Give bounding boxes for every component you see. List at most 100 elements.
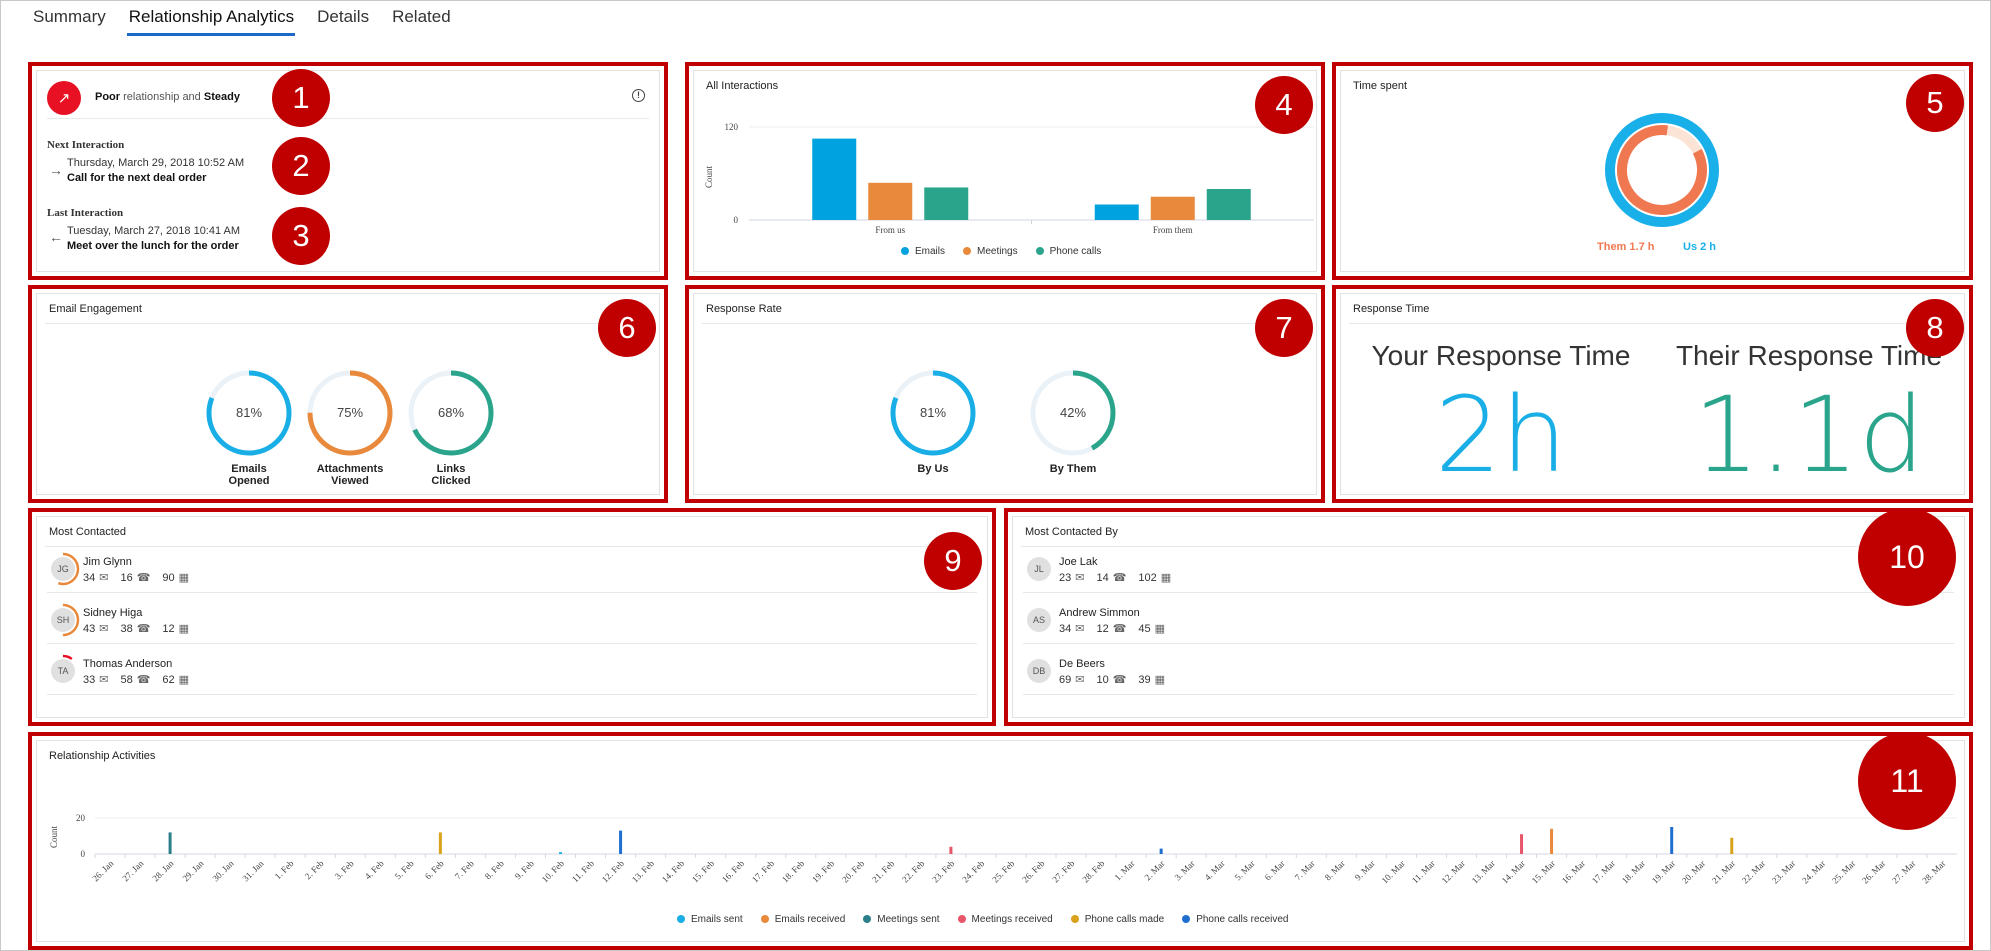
stat-value: 14: [1096, 571, 1109, 584]
activity-bar-emails-sent[interactable]: [559, 852, 562, 854]
x-date-label: 17. Mar: [1590, 858, 1617, 885]
activity-bar-phone-calls-received[interactable]: [1670, 827, 1674, 854]
us-time-label: Us 2 h: [1683, 241, 1717, 253]
x-date-label: 27. Mar: [1890, 858, 1917, 885]
x-date-label: 1. Feb: [273, 858, 296, 881]
bar-phone-calls[interactable]: [1206, 189, 1251, 220]
bar-emails[interactable]: [812, 138, 857, 220]
legend-item[interactable]: Emails sent: [677, 914, 743, 925]
legend-dot: [760, 915, 769, 924]
x-date-label: 27. Feb: [1050, 858, 1077, 885]
callout-badge-7: 7: [1255, 299, 1313, 357]
contact-name[interactable]: Joe Lak: [1059, 556, 1098, 568]
avatar: AS: [1027, 608, 1051, 632]
legend-label: Emails: [915, 246, 946, 257]
stat-value: 39: [1138, 673, 1151, 686]
relationship-health-card: ↗ Poor relationship and Steady ! Next In…: [28, 62, 668, 280]
next-interaction-text[interactable]: Call for the next deal order: [67, 172, 207, 184]
activity-bar-meetings-received[interactable]: [949, 846, 953, 854]
avatar-ring-arc: [46, 603, 80, 637]
x-date-label: 16. Feb: [720, 858, 747, 885]
your-response-time-label: Your Response Time: [1371, 340, 1631, 371]
contact-name[interactable]: Jim Glynn: [83, 556, 132, 568]
calendar-icon: ▦: [178, 572, 190, 584]
response-rate-card: Response Rate 81% By Us 42% By Them 7: [685, 285, 1325, 503]
x-date-label: 30. Jan: [210, 858, 235, 883]
x-date-label: 23. Feb: [930, 858, 957, 885]
tab-relationship-analytics[interactable]: Relationship Analytics: [126, 5, 305, 36]
next-interaction-label: Next Interaction: [47, 139, 125, 151]
x-date-label: 7. Mar: [1293, 858, 1317, 882]
phone-icon: ☎: [136, 572, 151, 584]
legend-item[interactable]: Emails received: [760, 914, 845, 925]
bar-phone-calls[interactable]: [924, 187, 969, 220]
gauge: 81%: [889, 369, 977, 457]
bar-meetings[interactable]: [1150, 196, 1195, 220]
info-icon[interactable]: !: [632, 89, 645, 102]
response-time-card: Response Time Your Response Time 2h Thei…: [1332, 285, 1973, 503]
gauge: 81%: [205, 369, 293, 457]
legend-item[interactable]: Phone calls made: [1070, 914, 1164, 925]
avatar: SH: [51, 608, 75, 632]
gauge-label: Emails Opened: [228, 463, 270, 487]
activity-bar-phone-calls-made[interactable]: [438, 832, 442, 854]
tab-details[interactable]: Details: [317, 7, 370, 26]
contact-name[interactable]: De Beers: [1059, 658, 1105, 670]
contact-row[interactable]: AS Andrew Simmon 34 ✉ 12 ☎ 45 ▦: [1023, 604, 1954, 644]
gauge-percent: 81%: [236, 405, 262, 420]
x-date-label: 17. Feb: [750, 858, 777, 885]
bar-meetings[interactable]: [868, 182, 913, 220]
tab-related[interactable]: Related: [392, 7, 451, 26]
stat-value: 33: [83, 673, 96, 686]
card-title: Most Contacted: [49, 526, 127, 538]
gauge-arc: [1030, 370, 1116, 456]
x-date-label: 26. Feb: [1020, 858, 1047, 885]
calendar-icon: ▦: [1154, 674, 1166, 686]
relationship-health-icon: ↗: [47, 81, 81, 115]
callout-badge-11: 11: [1858, 732, 1956, 830]
gauge-label: Attachments Viewed: [316, 463, 384, 487]
legend-item[interactable]: Meetings received: [957, 914, 1053, 925]
x-category-label: From them: [1153, 225, 1193, 235]
last-interaction-text[interactable]: Meet over the lunch for the order: [67, 240, 239, 252]
stat-value: 43: [83, 622, 96, 635]
gauge: 68%: [407, 369, 495, 457]
activity-bar-phone-calls-received[interactable]: [619, 830, 623, 854]
contact-row[interactable]: TA Thomas Anderson 33 ✉ 58 ☎ 62 ▦: [46, 654, 977, 695]
gauge-label: By Them: [1049, 463, 1097, 475]
activity-bar-meetings-sent[interactable]: [168, 832, 172, 854]
stat-value: 62: [162, 673, 175, 686]
gauge-arc: [206, 370, 292, 456]
x-date-label: 20. Feb: [840, 858, 867, 885]
x-date-label: 3. Feb: [333, 858, 356, 881]
relationship-activities-chart: 20 0 Count 26. Jan 27. Jan 28. Jan 29. Jan 30. …: [49, 813, 1957, 886]
divider: [702, 323, 1308, 324]
legend-item[interactable]: Phone calls received: [1182, 914, 1288, 925]
divider: [45, 546, 979, 547]
contact-name[interactable]: Andrew Simmon: [1059, 607, 1140, 619]
x-date-label: 22. Feb: [900, 858, 927, 885]
activity-bar-phone-calls-made[interactable]: [1730, 837, 1734, 854]
contact-row[interactable]: JL Joe Lak 23 ✉ 14 ☎ 102 ▦: [1023, 553, 1954, 593]
legend-emails: Emails: [901, 246, 945, 257]
tab-summary[interactable]: Summary: [33, 7, 106, 26]
legend-item[interactable]: Meetings sent: [863, 914, 940, 925]
x-date-label: 19. Mar: [1650, 858, 1677, 885]
stat-value: 23: [1059, 571, 1072, 584]
contact-row[interactable]: DB De Beers 69 ✉ 10 ☎ 39 ▦: [1023, 655, 1954, 695]
x-date-label: 28. Feb: [1080, 858, 1107, 885]
contact-stats: 23 ✉ 14 ☎ 102 ▦: [1059, 571, 1179, 585]
gauge-ring: 42%: [1030, 370, 1116, 456]
bar-emails[interactable]: [1094, 204, 1139, 221]
contact-name[interactable]: Sidney Higa: [83, 607, 143, 619]
mail-icon: ✉: [1075, 674, 1085, 686]
contact-row[interactable]: SH Sidney Higa 43 ✉ 38 ☎ 12 ▦: [46, 603, 977, 644]
y-tick-label: 0: [81, 849, 86, 859]
contact-name[interactable]: Thomas Anderson: [83, 658, 173, 670]
activity-bar-emails-received[interactable]: [1550, 828, 1554, 854]
x-date-label: 20. Mar: [1680, 858, 1707, 885]
mail-icon: ✉: [1075, 623, 1085, 635]
activity-bar-phone-calls-received[interactable]: [1159, 848, 1163, 854]
contact-row[interactable]: JG Jim Glynn 34 ✉ 16 ☎ 90 ▦: [46, 552, 977, 593]
activity-bar-meetings-received[interactable]: [1520, 834, 1524, 854]
